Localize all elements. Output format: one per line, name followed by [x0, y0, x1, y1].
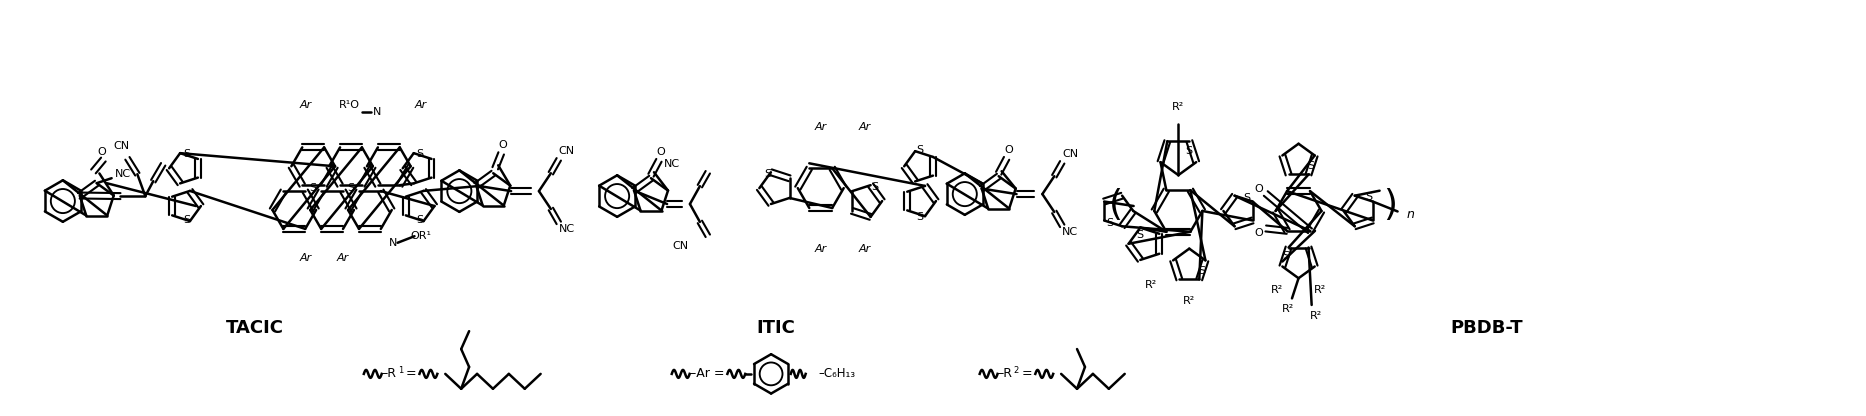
- Text: Ar: Ar: [815, 244, 827, 254]
- Text: =: =: [1021, 367, 1032, 380]
- Text: R²: R²: [1183, 296, 1196, 306]
- Text: O: O: [498, 141, 508, 151]
- Text: R²: R²: [1310, 311, 1323, 321]
- Text: –C₆H₁₃: –C₆H₁₃: [819, 367, 856, 380]
- Text: Ar: Ar: [414, 100, 427, 110]
- Text: CN: CN: [558, 146, 575, 156]
- Text: S: S: [1185, 146, 1192, 156]
- Text: NC: NC: [558, 224, 575, 234]
- Text: 2: 2: [1013, 366, 1019, 375]
- Text: –R: –R: [998, 367, 1013, 380]
- Text: O: O: [97, 146, 106, 156]
- Text: S: S: [1308, 161, 1316, 171]
- Text: O: O: [1004, 145, 1013, 156]
- Text: S: S: [916, 145, 924, 156]
- Text: TACIC: TACIC: [226, 319, 284, 337]
- Text: S: S: [1107, 218, 1114, 228]
- Text: O: O: [657, 147, 666, 157]
- Text: S: S: [1366, 192, 1372, 202]
- Text: R¹O: R¹O: [338, 100, 360, 110]
- Text: ): ): [1383, 188, 1398, 222]
- Text: ITIC: ITIC: [756, 319, 795, 337]
- Text: S: S: [1198, 266, 1205, 276]
- Text: S: S: [1243, 193, 1250, 203]
- Text: N: N: [388, 238, 397, 248]
- Text: S: S: [416, 215, 424, 225]
- Text: –R: –R: [383, 367, 397, 380]
- Text: CN: CN: [114, 141, 129, 151]
- Text: S: S: [183, 149, 190, 159]
- Text: =: =: [405, 367, 416, 380]
- Text: Ar: Ar: [336, 253, 349, 263]
- Text: Ar: Ar: [815, 122, 827, 132]
- Text: O: O: [1254, 184, 1263, 194]
- Text: OR¹: OR¹: [411, 231, 431, 241]
- Text: S: S: [183, 215, 190, 225]
- Text: CN: CN: [1062, 149, 1079, 159]
- Text: S: S: [1282, 251, 1289, 261]
- Text: N: N: [373, 106, 381, 116]
- Text: n: n: [1407, 208, 1414, 221]
- Text: S: S: [871, 182, 879, 192]
- Text: NC: NC: [664, 159, 679, 169]
- Text: R²: R²: [1271, 285, 1284, 295]
- Text: (: (: [1108, 188, 1123, 222]
- Text: Ar: Ar: [299, 100, 312, 110]
- Text: S: S: [347, 183, 355, 193]
- Text: 1: 1: [397, 366, 403, 375]
- Text: S: S: [1136, 230, 1144, 240]
- Text: S: S: [765, 169, 773, 179]
- Text: R²: R²: [1172, 102, 1185, 111]
- Text: PBDB-T: PBDB-T: [1450, 319, 1523, 337]
- Text: R²: R²: [1314, 285, 1327, 295]
- Text: S: S: [916, 212, 924, 222]
- Text: R²: R²: [1282, 305, 1293, 314]
- Text: Ar: Ar: [299, 253, 312, 263]
- Text: S: S: [416, 149, 424, 159]
- Text: Ar: Ar: [858, 244, 871, 254]
- Text: O: O: [1254, 228, 1263, 238]
- Text: Ar: Ar: [858, 122, 871, 132]
- Text: CN: CN: [672, 241, 689, 251]
- Text: NC: NC: [116, 169, 131, 179]
- Text: R²: R²: [1144, 280, 1157, 290]
- Text: NC: NC: [1062, 227, 1079, 237]
- Text: –Ar =: –Ar =: [690, 367, 724, 380]
- Text: S: S: [310, 183, 317, 193]
